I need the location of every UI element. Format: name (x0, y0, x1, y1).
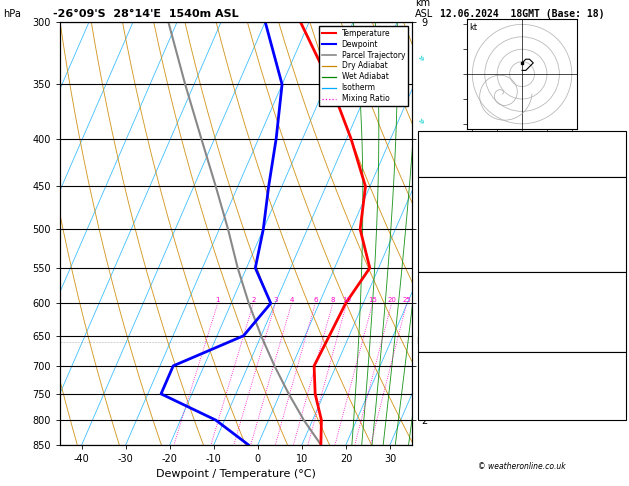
Text: 35: 35 (611, 312, 623, 321)
Text: »: » (415, 116, 427, 127)
Text: 0: 0 (617, 245, 623, 255)
Text: 6: 6 (313, 297, 318, 303)
Text: 0: 0 (617, 259, 623, 268)
Text: 20: 20 (387, 297, 396, 303)
Text: StmDir: StmDir (421, 393, 456, 402)
Text: θₑ (K): θₑ (K) (421, 298, 456, 308)
Text: 23: 23 (611, 150, 623, 159)
Text: -4: -4 (611, 365, 623, 374)
Text: 4: 4 (289, 297, 294, 303)
Text: Lifted Index: Lifted Index (421, 231, 491, 241)
Text: Pressure (mb): Pressure (mb) (421, 285, 496, 294)
Text: kt: kt (470, 23, 477, 32)
Text: 0: 0 (617, 340, 623, 348)
Text: Mixing Ratio (g/kg): Mixing Ratio (g/kg) (440, 187, 450, 279)
Text: CAPE (J): CAPE (J) (421, 326, 467, 335)
X-axis label: Dewpoint / Temperature (°C): Dewpoint / Temperature (°C) (156, 469, 316, 479)
Text: CIN (J): CIN (J) (421, 340, 462, 348)
Text: 257°: 257° (599, 393, 623, 402)
Text: θₑ(K): θₑ(K) (421, 218, 450, 227)
Text: 8: 8 (330, 297, 335, 303)
Text: EH: EH (421, 365, 433, 374)
Text: K: K (421, 136, 427, 145)
Text: Temp (°C): Temp (°C) (421, 190, 473, 199)
Text: 5: 5 (617, 379, 623, 388)
Legend: Temperature, Dewpoint, Parcel Trajectory, Dry Adiabat, Wet Adiabat, Isotherm, Mi: Temperature, Dewpoint, Parcel Trajectory… (319, 26, 408, 106)
Text: 14.3: 14.3 (599, 190, 623, 199)
Text: StmSpd (kt): StmSpd (kt) (421, 407, 485, 417)
Text: -18: -18 (606, 136, 623, 145)
Text: 3: 3 (617, 407, 623, 417)
Text: 0: 0 (617, 326, 623, 335)
Text: 317: 317 (606, 298, 623, 308)
Text: Surface: Surface (502, 179, 542, 188)
Text: 25: 25 (403, 297, 411, 303)
Text: -26°09'S  28°14'E  1540m ASL: -26°09'S 28°14'E 1540m ASL (53, 9, 239, 19)
Text: 15: 15 (368, 297, 377, 303)
Text: 0.48: 0.48 (599, 164, 623, 174)
Text: CAPE (J): CAPE (J) (421, 245, 467, 255)
Text: 10: 10 (342, 297, 351, 303)
Text: hPa: hPa (3, 9, 21, 19)
Text: 2: 2 (251, 297, 255, 303)
Text: LCL: LCL (416, 337, 431, 347)
Text: km
ASL: km ASL (415, 0, 433, 19)
Text: 600: 600 (606, 285, 623, 294)
Text: Totals Totals: Totals Totals (421, 150, 496, 159)
Text: Dewp (°C): Dewp (°C) (421, 204, 473, 213)
Text: 3: 3 (273, 297, 277, 303)
Text: PW (cm): PW (cm) (421, 164, 462, 174)
Text: SREH: SREH (421, 379, 445, 388)
Text: »: » (415, 52, 427, 64)
Text: »: » (415, 213, 427, 225)
Text: 311: 311 (606, 218, 623, 227)
Text: © weatheronline.co.uk: © weatheronline.co.uk (478, 462, 566, 471)
Text: 1: 1 (216, 297, 220, 303)
Text: »: » (415, 295, 427, 307)
Text: Hodograph: Hodograph (496, 354, 548, 363)
Text: CIN (J): CIN (J) (421, 259, 462, 268)
Text: Most Unstable: Most Unstable (485, 274, 559, 283)
Text: 14: 14 (611, 231, 623, 241)
Text: -2.2: -2.2 (599, 204, 623, 213)
Text: Lifted Index: Lifted Index (421, 312, 491, 321)
Text: 12.06.2024  18GMT (Base: 18): 12.06.2024 18GMT (Base: 18) (440, 9, 604, 19)
